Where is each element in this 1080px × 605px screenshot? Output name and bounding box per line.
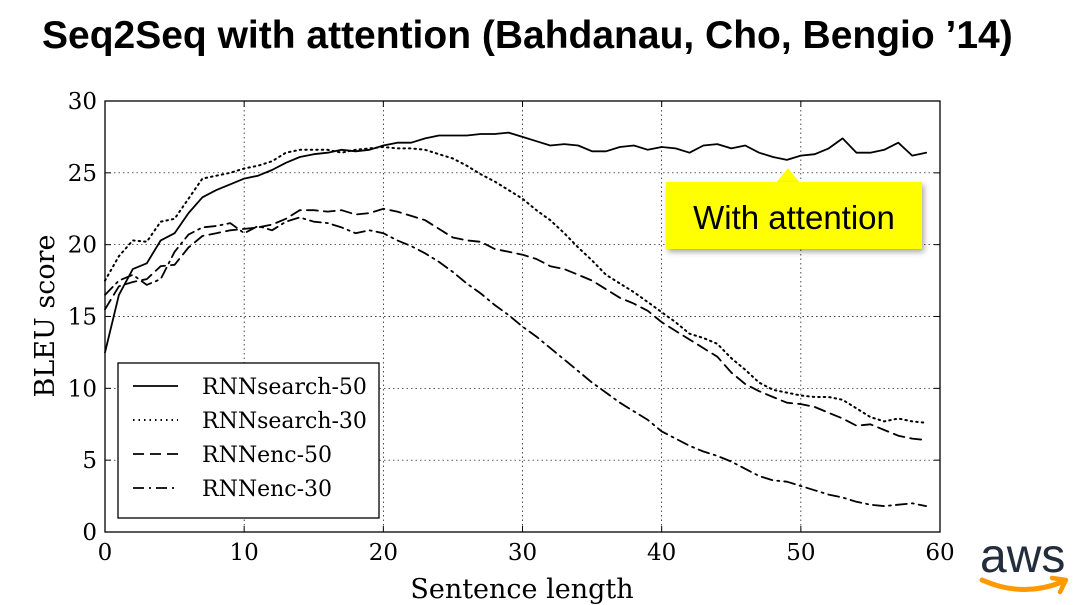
y-axis-label: BLEU score <box>30 235 61 398</box>
x-tick-label: 50 <box>786 540 815 566</box>
series-line-rnnenc-50 <box>104 207 927 442</box>
y-tick-label: 30 <box>68 89 97 115</box>
y-tick-label: 15 <box>68 305 97 331</box>
legend-label: RNNsearch-50 <box>202 375 367 400</box>
x-tick-label: 30 <box>508 540 537 566</box>
legend-label: RNNsearch-30 <box>202 409 367 434</box>
y-tick-label: 0 <box>82 520 97 546</box>
legend-box <box>117 362 380 519</box>
legend-label: RNNenc-30 <box>202 477 332 502</box>
x-tick-label: 20 <box>369 540 398 566</box>
series-line-rnnsearch-50 <box>104 131 927 354</box>
callout-pointer <box>776 168 800 183</box>
tick-layer: 0 10 20 30 40 50 60 0 5 10 15 20 25 30 <box>68 89 955 566</box>
aws-logo: aws <box>979 530 1069 595</box>
y-tick-label: 5 <box>82 448 97 474</box>
attention-callout: With attention <box>666 168 922 249</box>
aws-arrow-icon <box>1049 575 1069 595</box>
series-line-rnnsearch-30 <box>104 146 928 424</box>
x-axis-label: Sentence length <box>410 574 633 605</box>
legend: RNNsearch-50 RNNsearch-30 RNNenc-50 RNNenc-… <box>117 362 380 519</box>
callout-text: With attention <box>693 199 895 236</box>
aws-wordmark: aws <box>980 530 1065 583</box>
y-tick-label: 10 <box>68 376 97 402</box>
x-tick-label: 0 <box>98 540 113 566</box>
callout-box <box>666 182 922 249</box>
aws-smile-icon <box>979 577 1065 592</box>
slide-title: Seq2Seq with attention (Bahdanau, Cho, B… <box>42 14 1013 57</box>
x-tick-label: 10 <box>230 540 259 566</box>
legend-label: RNNenc-50 <box>202 443 332 468</box>
x-tick-label: 60 <box>925 540 954 566</box>
series-line-rnnenc-30 <box>104 216 927 508</box>
x-tick-label: 40 <box>647 540 676 566</box>
y-tick-label: 20 <box>68 233 97 259</box>
y-tick-label: 25 <box>68 161 97 187</box>
series-layer <box>104 131 928 508</box>
